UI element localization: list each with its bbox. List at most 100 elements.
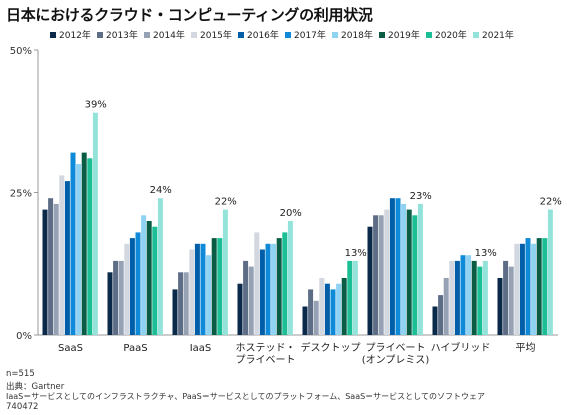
bar-3-10: [222, 209, 228, 335]
legend-label-8: 2019年: [388, 29, 420, 41]
bar-4-6: [265, 243, 271, 335]
legend-swatch-7: [332, 32, 338, 38]
bar-3-7: [206, 255, 212, 335]
bar-8-2: [503, 260, 509, 335]
bar-7-7: [466, 255, 472, 335]
data-label-5: 13%: [345, 248, 367, 259]
bar-6-6: [395, 198, 401, 335]
category-label-1: SaaS: [58, 343, 83, 354]
bar-1-7: [76, 164, 82, 335]
bar-8-7: [531, 243, 537, 335]
category-label-2: PaaS: [123, 343, 147, 354]
bar-6-4: [384, 209, 390, 335]
legend-swatch-3: [144, 32, 150, 38]
bar-4-4: [254, 232, 260, 335]
bar-1-4: [59, 175, 65, 335]
legend-label-6: 2017年: [294, 29, 326, 41]
bar-2-8: [146, 221, 152, 335]
bar-3-9: [217, 238, 223, 335]
category-label-3: IaaS: [190, 343, 212, 354]
legend-swatch-2: [97, 32, 103, 38]
data-label-6: 23%: [410, 191, 432, 202]
bar-4-10: [287, 221, 293, 335]
bar-5-4: [319, 278, 325, 335]
bar-5-1: [302, 306, 308, 335]
legend-swatch-4: [191, 32, 197, 38]
chart-title: 日本におけるクラウド・コンピューティングの利用状況: [6, 6, 373, 24]
bar-5-8: [341, 278, 347, 335]
bar-5-9: [347, 260, 353, 335]
legend-label-1: 2012年: [59, 29, 91, 41]
bar-1-3: [53, 203, 59, 335]
bar-4-7: [271, 243, 277, 335]
bar-3-3: [183, 272, 189, 335]
source-note: 出典：Gartner: [6, 382, 65, 392]
legend-swatch-10: [473, 32, 479, 38]
bar-1-6: [70, 152, 76, 335]
y-tick-label-1: 0%: [16, 331, 32, 342]
bar-3-5: [194, 243, 200, 335]
data-label-4: 20%: [280, 208, 302, 219]
data-label-2: 24%: [150, 185, 172, 196]
bar-6-5: [389, 198, 395, 335]
bar-4-8: [276, 238, 282, 335]
bar-4-5: [259, 249, 265, 335]
bar-4-9: [282, 232, 288, 335]
bar-6-7: [401, 203, 407, 335]
bar-1-8: [81, 152, 87, 335]
bar-5-6: [330, 289, 336, 335]
category-label-5: デスクトップ: [301, 341, 361, 354]
legend-label-3: 2014年: [153, 29, 185, 41]
bar-5-3: [313, 300, 319, 335]
bar-6-8: [406, 209, 412, 335]
bar-7-6: [460, 255, 466, 335]
bar-1-1: [42, 209, 48, 335]
bar-5-5: [324, 283, 330, 335]
bar-1-5: [64, 181, 70, 335]
bar-chart: 2012年 2013年 2014年 2015年 2016年 2017年 2018年 2019年…: [10, 29, 562, 365]
bar-8-5: [519, 243, 525, 335]
bar-6-1: [367, 226, 373, 335]
definition-note: IaaS＝サービスとしてのインフラストラクチャ、PaaS＝サービスとしてのプラッ…: [6, 392, 485, 401]
legend-swatch-9: [426, 32, 432, 38]
bar-2-5: [129, 238, 135, 335]
bar-7-4: [449, 260, 455, 335]
data-label-8: 22%: [540, 197, 562, 208]
bar-7-3: [443, 278, 449, 335]
bar-2-2: [113, 260, 119, 335]
bar-5-2: [308, 289, 314, 335]
bar-6-3: [378, 215, 384, 335]
legend-label-2: 2013年: [106, 29, 138, 41]
bar-2-6: [135, 232, 141, 335]
bar-6-2: [373, 215, 379, 335]
bar-6-10: [417, 203, 423, 335]
bar-7-10: [482, 260, 488, 335]
bar-3-8: [211, 238, 217, 335]
bar-2-3: [118, 260, 124, 335]
data-label-3: 22%: [215, 197, 237, 208]
bar-6-9: [412, 215, 418, 335]
category-label-4-line-1: ホステッド・: [236, 342, 296, 354]
data-label-7: 13%: [475, 248, 497, 259]
bar-3-6: [200, 243, 206, 335]
legend-label-7: 2018年: [341, 29, 373, 41]
category-label-6-line-1: プライベート: [366, 342, 426, 354]
bar-3-1: [172, 289, 178, 335]
bar-3-4: [189, 249, 195, 335]
legend-label-4: 2015年: [200, 29, 232, 41]
legend-swatch-8: [379, 32, 385, 38]
legend-label-10: 2021年: [482, 29, 514, 41]
bar-3-2: [178, 272, 184, 335]
legend-swatch-5: [238, 32, 244, 38]
bar-7-8: [471, 260, 477, 335]
sample-size-note: n=515: [6, 369, 35, 379]
bar-8-3: [508, 266, 514, 335]
bar-8-6: [525, 238, 531, 335]
category-label-4-line-2: プライベート: [236, 354, 296, 365]
bar-4-1: [237, 283, 243, 335]
bar-2-9: [152, 226, 158, 335]
bar-2-7: [141, 215, 147, 335]
legend-label-9: 2020年: [435, 29, 467, 41]
bar-7-1: [432, 306, 438, 335]
category-label-6-line-2: (オンプレミス): [362, 354, 430, 365]
